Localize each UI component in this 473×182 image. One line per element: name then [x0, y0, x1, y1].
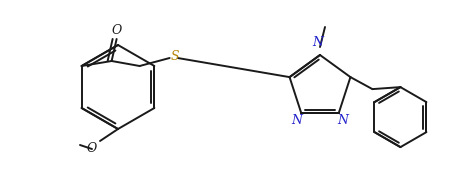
Text: N: N: [292, 114, 303, 127]
Text: N: N: [337, 114, 348, 127]
Text: O: O: [112, 25, 122, 37]
Text: O: O: [87, 143, 97, 155]
Text: S: S: [170, 50, 179, 62]
Text: N: N: [313, 37, 324, 50]
